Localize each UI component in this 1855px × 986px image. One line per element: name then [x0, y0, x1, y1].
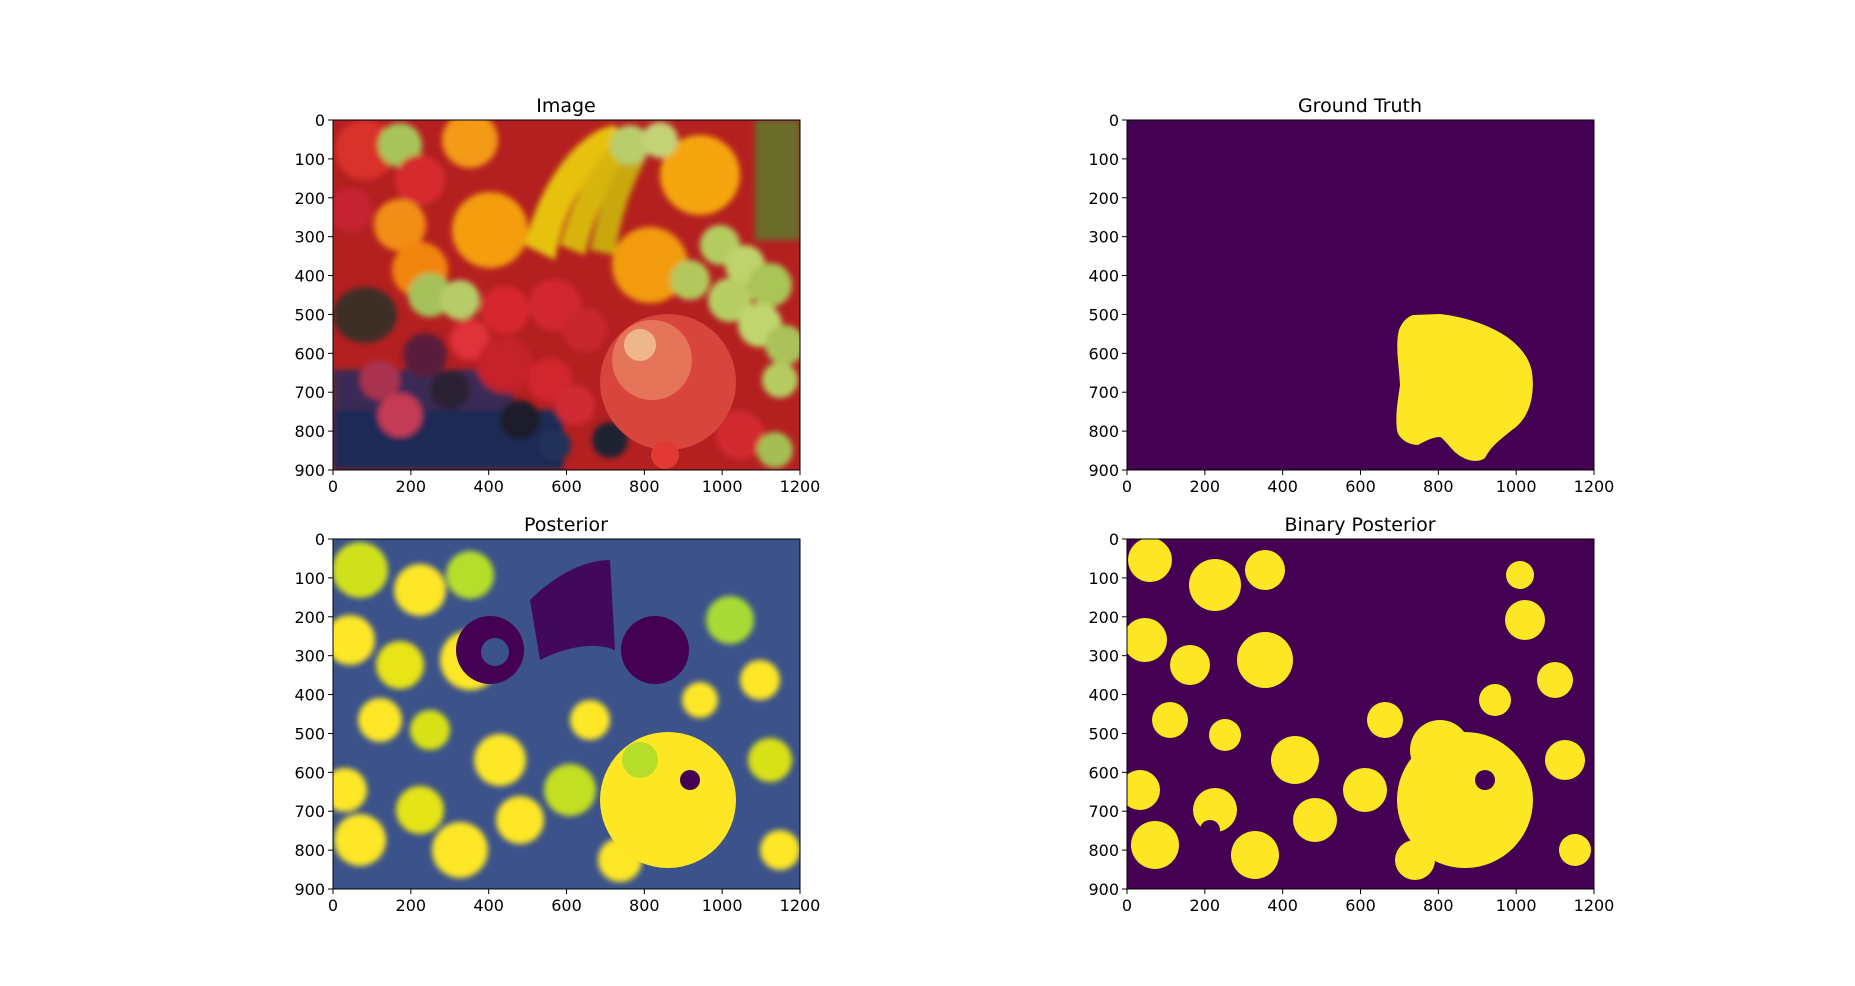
y-tick-label: 400 — [1088, 267, 1119, 286]
y-tick-label: 900 — [294, 880, 325, 899]
x-tick-label: 0 — [1122, 896, 1132, 915]
y-tick-label: 100 — [294, 569, 325, 588]
x-tick-label: 1200 — [1574, 477, 1615, 496]
y-tick-label: 600 — [1088, 344, 1119, 363]
photo-area — [333, 120, 800, 470]
y-tick-label: 400 — [294, 686, 325, 705]
y-tick-label: 500 — [1088, 724, 1119, 743]
panel-ground-truth: Ground Truth 0 200 400 600 800 1000 1200 0 100 2… — [1088, 95, 1614, 496]
y-tick-label: 200 — [1088, 608, 1119, 627]
panel-image: Image — [294, 95, 820, 496]
x-axis: 0 200 400 600 800 1000 1200 — [1122, 889, 1614, 915]
y-tick-label: 800 — [1088, 841, 1119, 860]
x-tick-label: 800 — [1423, 477, 1454, 496]
binary-area — [1127, 539, 1594, 889]
x-tick-label: 600 — [551, 477, 582, 496]
x-tick-label: 1000 — [702, 896, 743, 915]
y-tick-label: 900 — [294, 461, 325, 480]
y-tick-label: 700 — [1088, 383, 1119, 402]
y-tick-label: 800 — [294, 422, 325, 441]
y-tick-label: 900 — [1088, 461, 1119, 480]
x-axis: 0 200 400 600 800 1000 1200 — [328, 889, 820, 915]
panel-title: Ground Truth — [1298, 95, 1422, 117]
x-tick-label: 0 — [328, 896, 338, 915]
mask-region — [1396, 314, 1533, 461]
y-tick-label: 0 — [1109, 530, 1119, 549]
x-tick-label: 200 — [1190, 896, 1221, 915]
x-tick-label: 600 — [551, 896, 582, 915]
y-tick-label: 700 — [294, 383, 325, 402]
y-axis: 0 100 200 300 400 500 600 700 800 900 — [294, 530, 333, 899]
panel-posterior: Posterior — [294, 514, 820, 915]
y-tick-label: 0 — [315, 530, 325, 549]
y-tick-label: 600 — [294, 344, 325, 363]
x-tick-label: 1000 — [1496, 477, 1537, 496]
y-tick-label: 900 — [1088, 880, 1119, 899]
y-tick-label: 400 — [294, 267, 325, 286]
x-tick-label: 1000 — [1496, 896, 1537, 915]
y-tick-label: 200 — [294, 608, 325, 627]
x-tick-label: 400 — [473, 477, 504, 496]
x-tick-label: 1200 — [1574, 896, 1615, 915]
y-axis: 0 100 200 300 400 500 600 700 800 900 — [294, 111, 333, 480]
x-tick-label: 200 — [1190, 477, 1221, 496]
x-tick-label: 200 — [396, 896, 427, 915]
x-tick-label: 400 — [473, 896, 504, 915]
x-tick-label: 1200 — [780, 896, 821, 915]
y-tick-label: 800 — [1088, 422, 1119, 441]
y-tick-label: 500 — [294, 724, 325, 743]
y-tick-label: 800 — [294, 841, 325, 860]
panel-title: Binary Posterior — [1284, 514, 1435, 536]
y-axis: 0 100 200 300 400 500 600 700 800 900 — [1088, 111, 1127, 480]
mask-area — [1127, 120, 1594, 470]
y-axis: 0 100 200 300 400 500 600 700 800 900 — [1088, 530, 1127, 899]
x-tick-label: 0 — [1122, 477, 1132, 496]
y-tick-label: 600 — [1088, 763, 1119, 782]
x-tick-label: 1200 — [780, 477, 821, 496]
y-tick-label: 200 — [1088, 189, 1119, 208]
y-tick-label: 300 — [294, 228, 325, 247]
x-tick-label: 600 — [1345, 477, 1376, 496]
y-tick-label: 700 — [294, 802, 325, 821]
panel-title: Posterior — [524, 514, 608, 536]
y-tick-label: 500 — [294, 305, 325, 324]
y-tick-label: 100 — [1088, 569, 1119, 588]
x-axis: 0 200 400 600 800 1000 1200 — [1122, 470, 1614, 496]
x-tick-label: 800 — [629, 477, 660, 496]
x-tick-label: 600 — [1345, 896, 1376, 915]
x-tick-label: 0 — [328, 477, 338, 496]
y-tick-label: 200 — [294, 189, 325, 208]
x-tick-label: 400 — [1267, 477, 1298, 496]
x-tick-label: 1000 — [702, 477, 743, 496]
x-tick-label: 800 — [1423, 896, 1454, 915]
panel-binary-posterior: Binary Posterior — [1088, 514, 1614, 915]
y-tick-label: 500 — [1088, 305, 1119, 324]
y-tick-label: 600 — [294, 763, 325, 782]
panel-title: Image — [536, 95, 596, 117]
y-tick-label: 300 — [294, 647, 325, 666]
y-tick-label: 100 — [1088, 150, 1119, 169]
y-tick-label: 700 — [1088, 802, 1119, 821]
posterior-area — [333, 539, 800, 889]
y-tick-label: 0 — [315, 111, 325, 130]
y-tick-label: 100 — [294, 150, 325, 169]
x-tick-label: 400 — [1267, 896, 1298, 915]
y-tick-label: 400 — [1088, 686, 1119, 705]
y-tick-label: 300 — [1088, 228, 1119, 247]
y-tick-label: 0 — [1109, 111, 1119, 130]
x-tick-label: 800 — [629, 896, 660, 915]
x-tick-label: 200 — [396, 477, 427, 496]
x-axis: 0 200 400 600 800 1000 1200 — [328, 470, 820, 496]
y-tick-label: 300 — [1088, 647, 1119, 666]
